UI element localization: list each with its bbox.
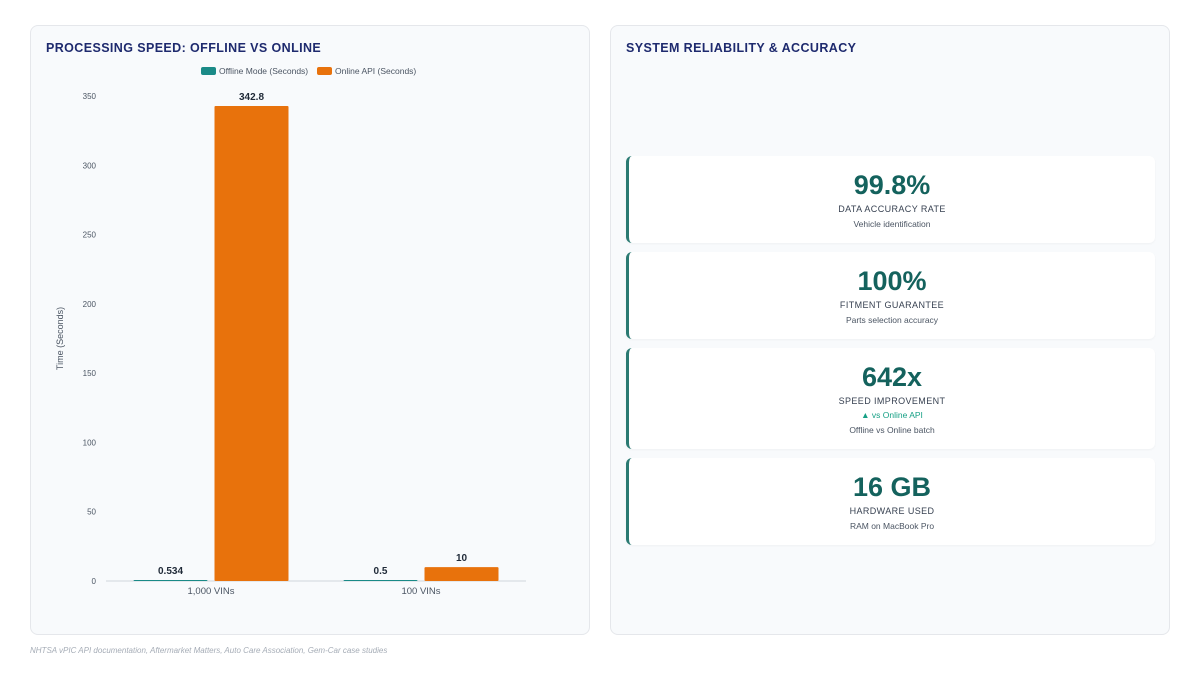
y-tick-label: 200 <box>83 300 97 309</box>
legend-swatch <box>201 67 216 75</box>
legend-entry: Offline Mode (Seconds) <box>219 66 308 76</box>
metric-value: 642x <box>861 362 923 392</box>
source-footnote: NHTSA vPIC API documentation, Aftermarke… <box>30 646 388 655</box>
metric-label: FITMENT GUARANTEE <box>839 300 945 310</box>
metric-value: 99.8% <box>853 170 931 200</box>
metric-card: 16 GB HARDWARE USED RAM on MacBook Pro <box>626 458 1155 545</box>
metric-card: 99.8% DATA ACCURACY RATE Vehicle identif… <box>626 156 1155 243</box>
bar <box>343 580 418 581</box>
metric-value: 16 GB <box>852 472 932 502</box>
metric-subtext: Parts selection accuracy <box>845 315 939 325</box>
metric-card: 100% FITMENT GUARANTEE Parts selection a… <box>626 252 1155 339</box>
x-tick-label: 100 VINs <box>401 586 440 597</box>
bar <box>424 567 499 581</box>
metric-subtext: RAM on MacBook Pro <box>849 521 935 531</box>
y-tick-label: 50 <box>87 508 96 517</box>
y-tick-label: 250 <box>83 231 97 240</box>
x-tick-label: 1,000 VINs <box>188 586 235 597</box>
y-tick-label: 300 <box>83 161 97 170</box>
metric-cards: 99.8% DATA ACCURACY RATE Vehicle identif… <box>626 156 1155 554</box>
data-label: 10 <box>456 553 468 564</box>
metric-label: SPEED IMPROVEMENT <box>838 396 946 406</box>
metric-value: 100% <box>857 266 927 296</box>
metric-comparison-note: ▲ vs Online API <box>861 410 923 420</box>
reliability-panel: SYSTEM RELIABILITY & ACCURACY 99.8% DATA… <box>610 25 1170 635</box>
metric-label: HARDWARE USED <box>849 506 935 516</box>
chart-title: PROCESSING SPEED: OFFLINE VS ONLINE <box>46 41 322 55</box>
data-label: 0.5 <box>374 566 388 577</box>
legend-swatch <box>317 67 332 75</box>
legend-entry: Online API (Seconds) <box>335 66 416 76</box>
metric-subtext: Vehicle identification <box>853 219 931 229</box>
bar <box>214 105 289 581</box>
data-label: 0.534 <box>158 566 183 577</box>
y-tick-label: 100 <box>83 438 97 447</box>
y-tick-label: 150 <box>83 369 97 378</box>
data-label: 342.8 <box>239 92 264 103</box>
reliability-title: SYSTEM RELIABILITY & ACCURACY <box>626 41 857 55</box>
y-tick-label: 350 <box>83 92 97 101</box>
y-axis-label: Time (Seconds) <box>55 307 65 370</box>
bar <box>133 580 208 581</box>
y-tick-label: 0 <box>92 577 97 586</box>
metric-subtext: Offline vs Online batch <box>849 425 935 435</box>
metric-card: 642x SPEED IMPROVEMENT ▲ vs Online API O… <box>626 348 1155 449</box>
metric-label: DATA ACCURACY RATE <box>838 204 946 214</box>
speed-chart-panel: PROCESSING SPEED: OFFLINE VS ONLINE 0 50 1… <box>30 25 590 635</box>
